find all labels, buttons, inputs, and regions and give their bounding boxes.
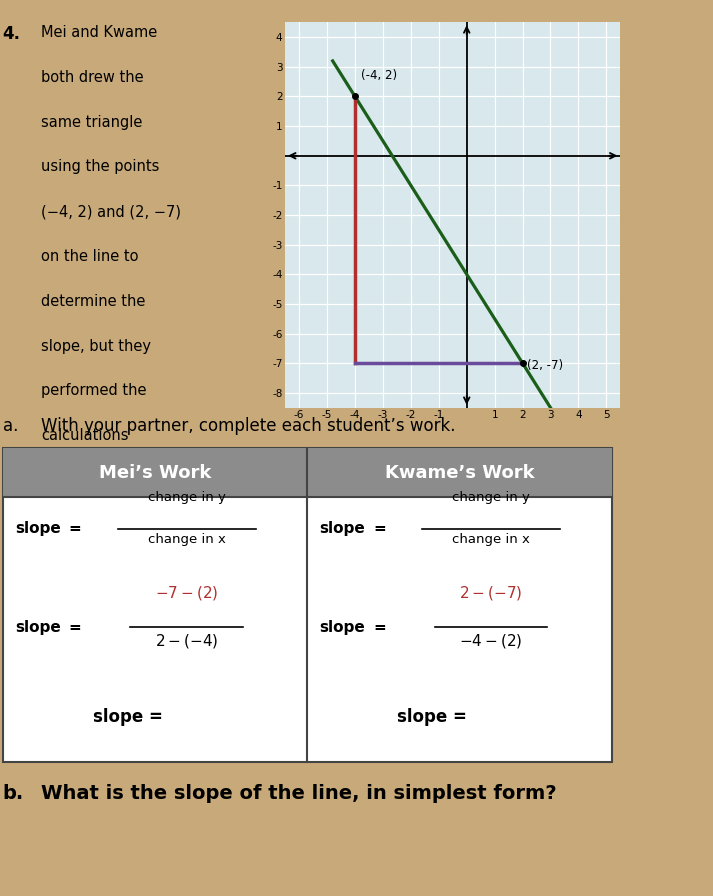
Text: What is the slope of the line, in simplest form?: What is the slope of the line, in simple…: [41, 784, 556, 803]
Text: =: =: [68, 521, 81, 536]
Text: change in x: change in x: [452, 533, 530, 547]
Text: slope, but they: slope, but they: [41, 339, 150, 354]
Text: 4.: 4.: [3, 25, 21, 43]
Text: performed the: performed the: [41, 383, 146, 399]
Text: slope: slope: [319, 521, 366, 536]
Text: b.: b.: [3, 784, 24, 803]
Text: Mei’s Work: Mei’s Work: [99, 463, 212, 482]
Text: slope =: slope =: [93, 708, 163, 726]
Text: shown.: shown.: [41, 563, 93, 578]
Text: $-7-(2)$: $-7-(2)$: [155, 584, 218, 602]
Text: change in x: change in x: [148, 533, 225, 547]
Text: change in y: change in y: [452, 490, 530, 504]
Text: (-4, 2): (-4, 2): [361, 69, 396, 82]
Text: both drew the: both drew the: [41, 70, 143, 85]
Text: partial work is: partial work is: [41, 518, 145, 533]
Text: (−4, 2) and (2, −7): (−4, 2) and (2, −7): [41, 204, 181, 220]
Text: calculations: calculations: [41, 428, 128, 444]
Text: slope: slope: [16, 521, 61, 536]
Text: differently. Their: differently. Their: [41, 473, 161, 488]
Text: Kwame’s Work: Kwame’s Work: [385, 463, 535, 482]
Text: slope: slope: [16, 620, 61, 634]
Text: slope: slope: [319, 620, 366, 634]
Text: slope =: slope =: [397, 708, 467, 726]
Text: Mei and Kwame: Mei and Kwame: [41, 25, 157, 40]
Bar: [3, 448, 612, 762]
Text: =: =: [68, 620, 81, 634]
Text: $2-(-7)$: $2-(-7)$: [459, 584, 523, 602]
Bar: [3, 448, 307, 497]
Text: change in y: change in y: [148, 490, 225, 504]
Text: With your partner, complete each student’s work.: With your partner, complete each student…: [41, 417, 456, 435]
Bar: [307, 448, 612, 497]
Text: determine the: determine the: [41, 294, 145, 309]
Text: =: =: [373, 521, 386, 536]
Text: same triangle: same triangle: [41, 115, 142, 130]
Text: $2-(-4)$: $2-(-4)$: [155, 632, 218, 650]
Text: (2, -7): (2, -7): [527, 358, 563, 372]
Text: $-4-(2)$: $-4-(2)$: [459, 632, 523, 650]
Text: on the line to: on the line to: [41, 249, 138, 264]
Text: =: =: [373, 620, 386, 634]
Text: a.: a.: [3, 417, 18, 435]
Text: using the points: using the points: [41, 159, 159, 175]
